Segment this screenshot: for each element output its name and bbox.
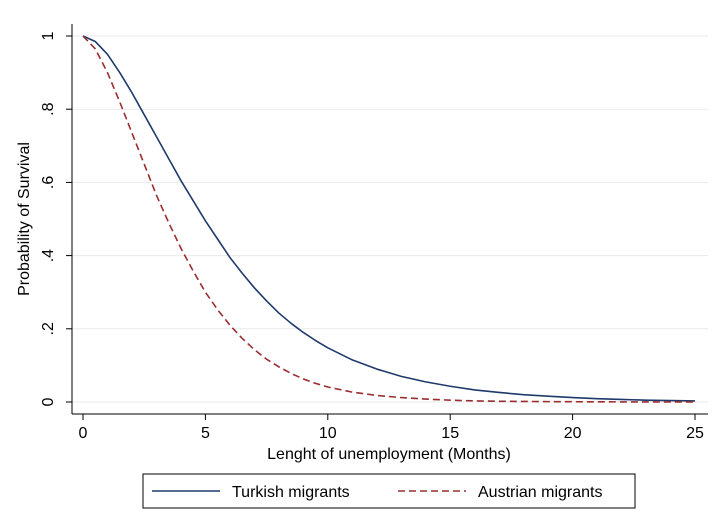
gridlines — [72, 35, 708, 403]
legend: Turkish migrants Austrian migrants — [142, 473, 636, 509]
x-tick-label: 25 — [686, 425, 704, 442]
series-line-turkish-migrants — [82, 35, 696, 402]
y-axis-title: Probability of Survival — [16, 142, 33, 296]
y-tick-label: 1 — [40, 31, 57, 40]
x-axis-ticks: 0 5 10 15 20 25 — [79, 414, 704, 442]
legend-label-turkish-migrants: Turkish migrants — [232, 484, 350, 501]
legend-box — [142, 473, 636, 509]
y-tick-label: .8 — [40, 102, 57, 115]
x-axis-title: Lenght of unemployment (Months) — [267, 446, 511, 463]
plot-series — [82, 35, 696, 403]
x-tick-label: 10 — [319, 425, 337, 442]
x-tick-label: 15 — [441, 425, 459, 442]
x-tick-label: 5 — [201, 425, 210, 442]
axes — [71, 24, 708, 415]
series-line-austrian-migrants — [82, 35, 695, 403]
y-tick-label: 0 — [40, 397, 57, 406]
x-tick-label: 20 — [564, 425, 582, 442]
y-tick-label: .2 — [40, 322, 57, 335]
y-axis-ticks: 0 .2 .4 .6 .8 1 — [40, 31, 72, 406]
legend-label-austrian-migrants: Austrian migrants — [478, 484, 603, 501]
x-tick-label: 0 — [79, 425, 88, 442]
y-tick-label: .6 — [40, 176, 57, 189]
y-tick-label: .4 — [40, 249, 57, 262]
